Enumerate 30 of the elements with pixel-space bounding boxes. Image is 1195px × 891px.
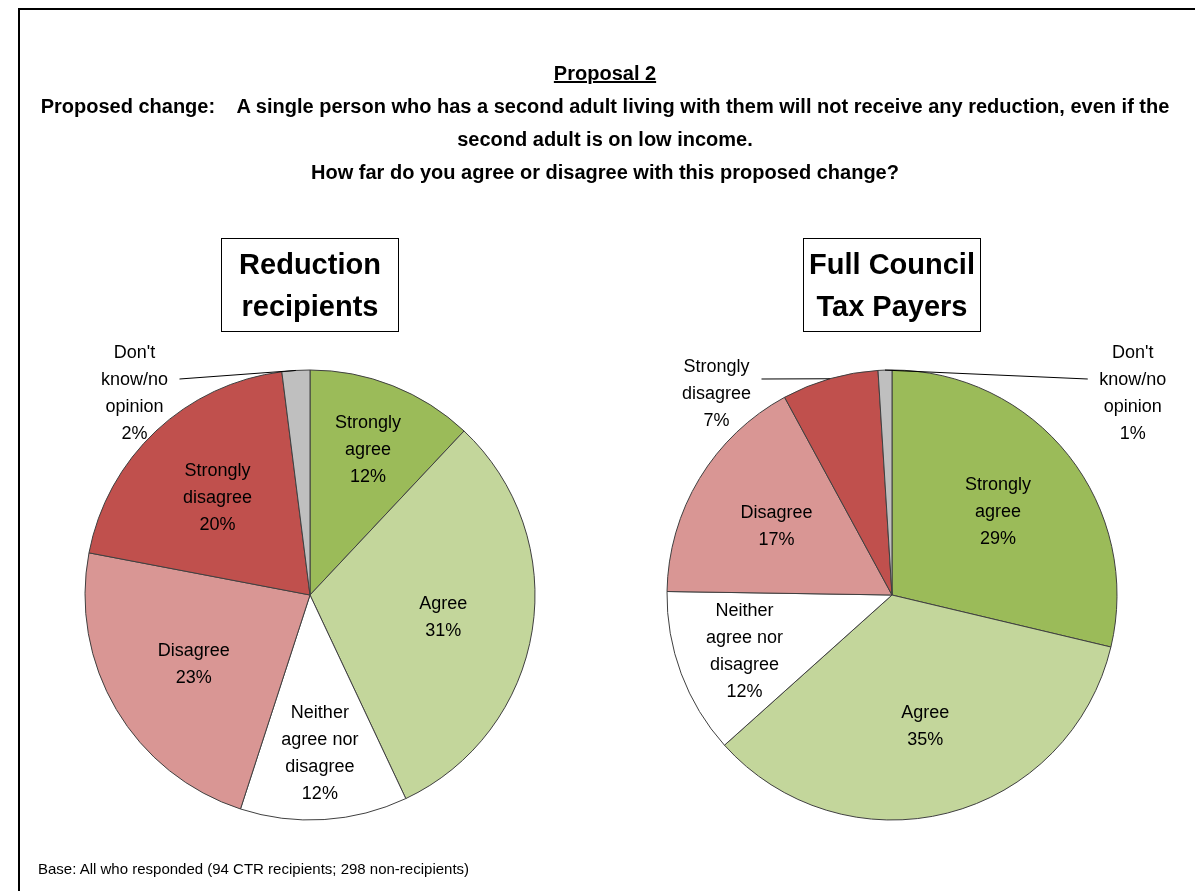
data-label: 20% (199, 513, 236, 534)
slice-label: Neither agree nor disagree (281, 701, 359, 776)
data-label: 23% (175, 667, 212, 688)
slice-label: Neither agree nor disagree (705, 599, 783, 674)
data-label: 7% (703, 409, 730, 430)
slice-label: Agree (901, 702, 950, 723)
data-label: 2% (121, 423, 148, 443)
slice-label: Don't know/no opinion (100, 342, 169, 416)
data-label: 17% (758, 528, 795, 549)
data-label: 35% (907, 729, 944, 750)
slice-label: Strongly disagree (183, 459, 253, 507)
slice-label: Strongly agree (334, 411, 401, 459)
chart-title: Reduction recipients (221, 238, 399, 332)
data-label: 29% (979, 528, 1016, 549)
chart-title: Full Council Tax Payers (803, 238, 981, 332)
slice-label: Disagree (157, 640, 230, 661)
text: Proposal 2 (552, 61, 658, 86)
data-label: 1% (1119, 423, 1146, 443)
data-label: 31% (425, 619, 462, 640)
slice-label: Disagree (740, 501, 813, 522)
text: Proposed change: A single person who has a second adult living with them will not receive any reduction, even if the second adult is on low income. (39, 94, 1171, 152)
data-label: 12% (349, 465, 386, 486)
slice-label: Strongly agree (964, 474, 1031, 522)
data-label: 12% (301, 782, 338, 803)
slice-label: Strongly disagree (681, 355, 752, 403)
text: Base: All who responded (94 CTR recipients; 298 non-recipients) (38, 860, 470, 877)
slice-label: Don't know/no opinion (1099, 342, 1167, 416)
data-label: 12% (726, 680, 763, 701)
slice-label: Agree (419, 592, 468, 613)
text: How far do you agree or disagree with this proposed change? (310, 160, 900, 185)
